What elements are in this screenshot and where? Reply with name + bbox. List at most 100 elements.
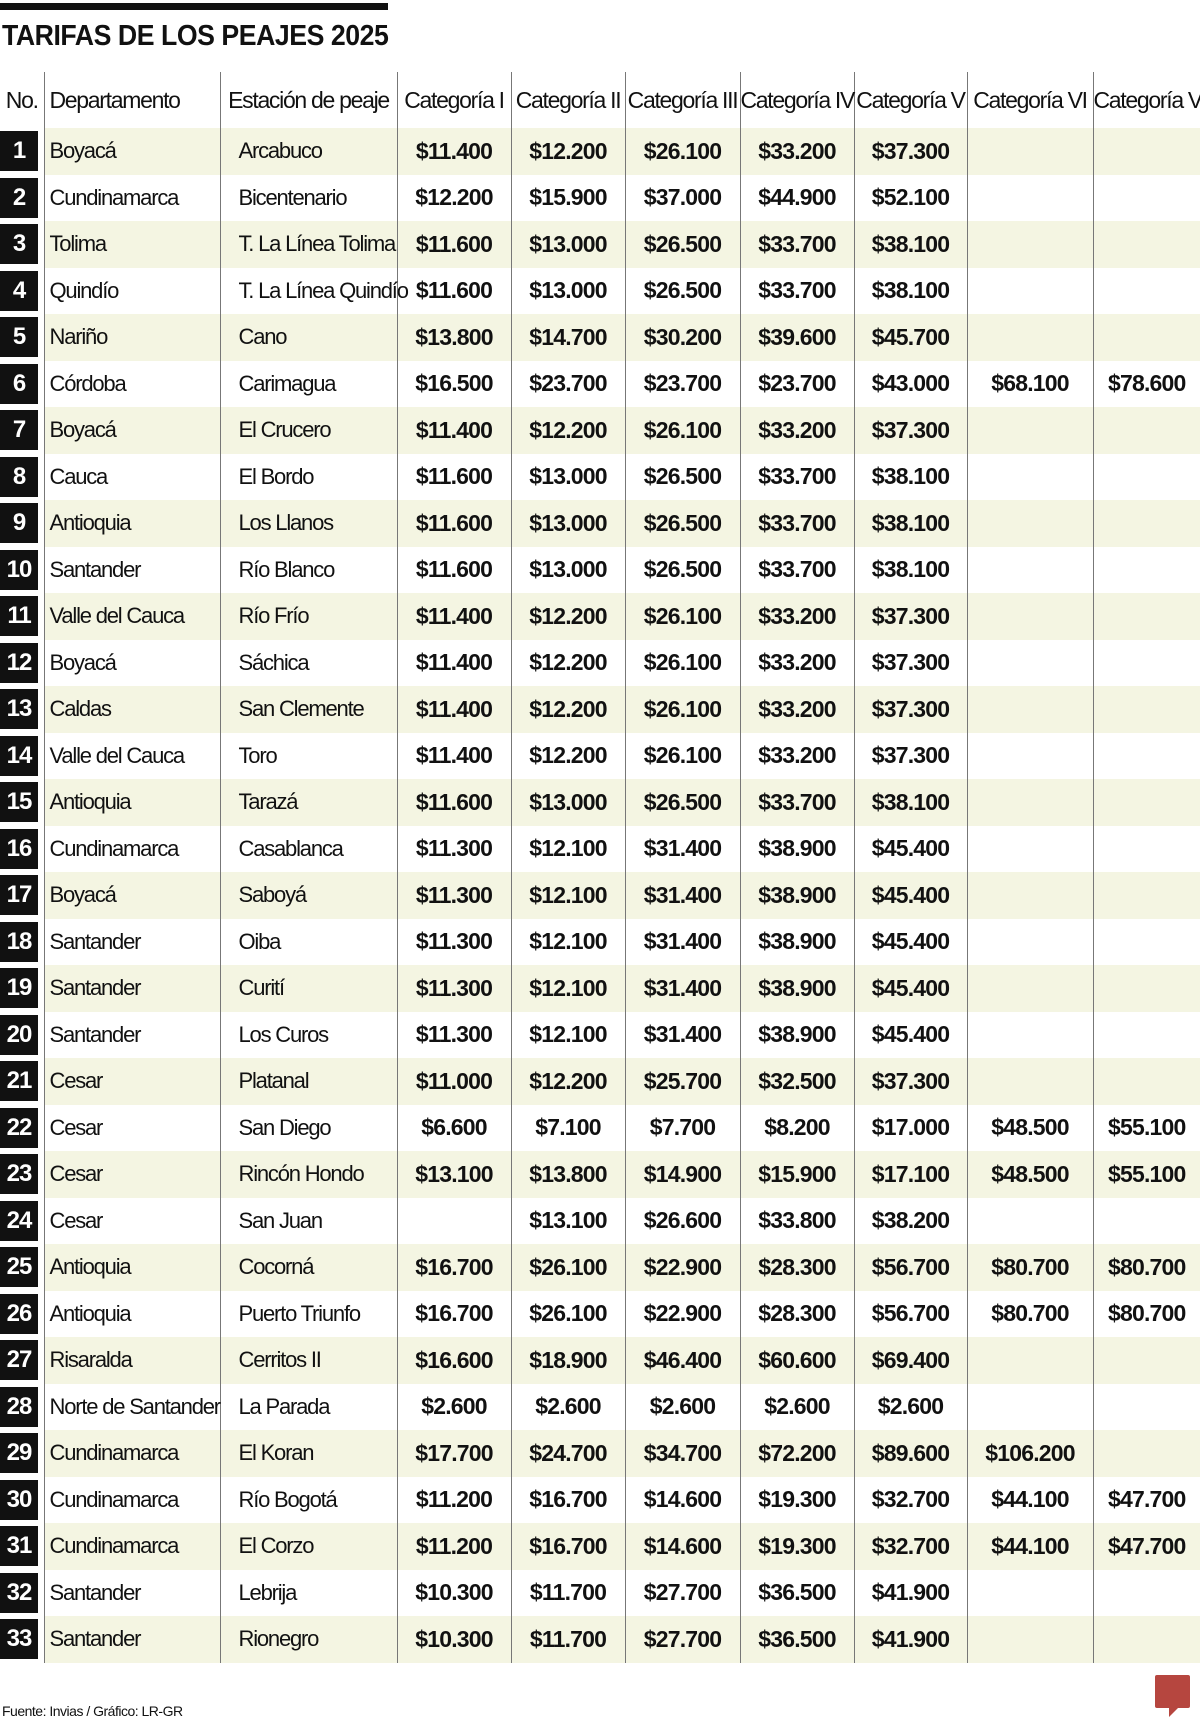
table-row: 3 Tolima T. La Línea Tolima $11.600 $13.000 $… [0,221,1200,268]
fare-cell: $14.600 [624,1523,740,1570]
row-number-cell: 16 [0,825,44,872]
fare-cell: $55.100 [1092,1151,1200,1198]
fare-cell: $16.600 [396,1337,511,1384]
department-cell: Norte de Santander [43,1383,221,1430]
department-cell: Cundinamarca [43,825,220,872]
fare-cell: $26.500 [624,500,740,547]
column-header: Categoría I [396,72,511,128]
row-number-badge: 4 [0,270,38,311]
fare-cell: $45.400 [853,965,967,1012]
row-number-badge: 5 [0,317,38,358]
fare-cell: $37.300 [853,128,967,175]
fare-cell: $41.900 [853,1616,967,1663]
department-cell: Boyacá [43,872,220,919]
fare-cell: $26.100 [624,593,740,640]
fare-cell: $33.800 [739,1197,854,1244]
fare-cell: $45.400 [853,918,967,965]
fare-cell: $6.600 [396,1104,511,1151]
department-cell: Boyacá [43,407,220,454]
station-cell: Oiba [219,918,397,965]
fare-cell: $13.100 [510,1197,625,1244]
fare-cell [966,407,1093,454]
fare-cell [966,732,1093,779]
column-header: Estación de peaje [219,72,397,128]
row-number-cell: 14 [0,732,44,779]
fare-cell [966,1383,1093,1430]
row-number-badge: 22 [0,1107,38,1148]
fare-cell [966,918,1093,965]
fare-cell: $16.700 [510,1476,625,1523]
fare-cell: $60.600 [739,1337,854,1384]
row-number-cell: 29 [0,1430,44,1477]
table-row: 6 Córdoba Carimagua $16.500 $23.700 $23.700 $2… [0,360,1200,407]
fare-cell: $17.700 [396,1430,511,1477]
fare-cell: $25.700 [624,1058,740,1105]
fare-cell: $69.400 [853,1337,967,1384]
row-number-badge: 31 [0,1526,38,1567]
fare-cell: $23.700 [510,360,625,407]
column-header: Categoría III [624,72,740,128]
column-header: Categoría VII [1092,72,1200,128]
fare-cell: $27.700 [624,1569,740,1616]
fare-cell: $47.700 [1092,1523,1200,1570]
fare-cell: $38.900 [739,918,854,965]
fare-cell: $26.100 [624,639,740,686]
fare-cell: $11.600 [396,779,511,826]
fare-cell: $56.700 [853,1244,967,1291]
fare-cell [1092,965,1200,1012]
fare-cell: $37.300 [853,407,967,454]
row-number-badge: 26 [0,1293,38,1334]
fare-cell: $11.600 [396,546,511,593]
fare-cell: $19.300 [739,1523,854,1570]
fare-cell [1092,453,1200,500]
fare-cell [1092,407,1200,454]
fare-cell [966,779,1093,826]
row-number-badge: 12 [0,642,38,683]
row-number-cell: 32 [0,1569,44,1616]
fare-cell: $16.700 [396,1244,511,1291]
fare-cell: $16.700 [396,1290,511,1337]
fare-cell: $36.500 [739,1569,854,1616]
fare-cell: $31.400 [624,825,740,872]
department-cell: Cauca [43,453,220,500]
fare-cell [966,1011,1093,1058]
fare-cell: $38.200 [853,1197,967,1244]
fare-cell: $41.900 [853,1569,967,1616]
fare-cell [1092,1383,1200,1430]
department-cell: Cesar [43,1197,220,1244]
table-row: 29 Cundinamarca El Koran $17.700 $24.700 $34.… [0,1430,1200,1477]
fare-cell: $33.200 [739,686,854,733]
row-number-cell: 2 [0,174,44,221]
fare-cell [1092,267,1200,314]
fare-cell: $44.900 [739,174,854,221]
row-number-badge: 7 [0,410,38,451]
fare-cell: $15.900 [739,1151,854,1198]
station-cell: La Parada [219,1383,397,1430]
fare-cell: $11.400 [396,686,511,733]
fare-cell: $12.200 [396,174,511,221]
table-row: 30 Cundinamarca Río Bogotá $11.200 $16.700 $1… [0,1476,1200,1523]
fare-cell: $13.000 [510,221,625,268]
fare-cell: $55.100 [1092,1104,1200,1151]
fare-cell: $44.100 [966,1476,1093,1523]
station-cell: T. La Línea Tolima [219,221,397,268]
fare-cell: $26.100 [510,1244,625,1291]
fare-cell: $38.900 [739,1011,854,1058]
fare-cell [1092,593,1200,640]
department-cell: Cundinamarca [43,1476,220,1523]
fare-cell [966,500,1093,547]
fare-cell: $45.400 [853,872,967,919]
fare-cell [1092,1569,1200,1616]
table-row: 4 Quindío T. La Línea Quindío $11.600 $13.00… [0,267,1200,314]
fare-cell: $37.300 [853,639,967,686]
fare-cell: $31.400 [624,872,740,919]
fare-cell [1092,1616,1200,1663]
fare-cell: $11.600 [396,221,511,268]
station-cell: Río Blanco [219,546,397,593]
fare-cell [1092,221,1200,268]
fare-cell: $11.600 [396,500,511,547]
fare-cell: $38.900 [739,872,854,919]
fare-cell [966,1058,1093,1105]
fare-cell: $45.700 [853,314,967,361]
fare-cell [966,872,1093,919]
